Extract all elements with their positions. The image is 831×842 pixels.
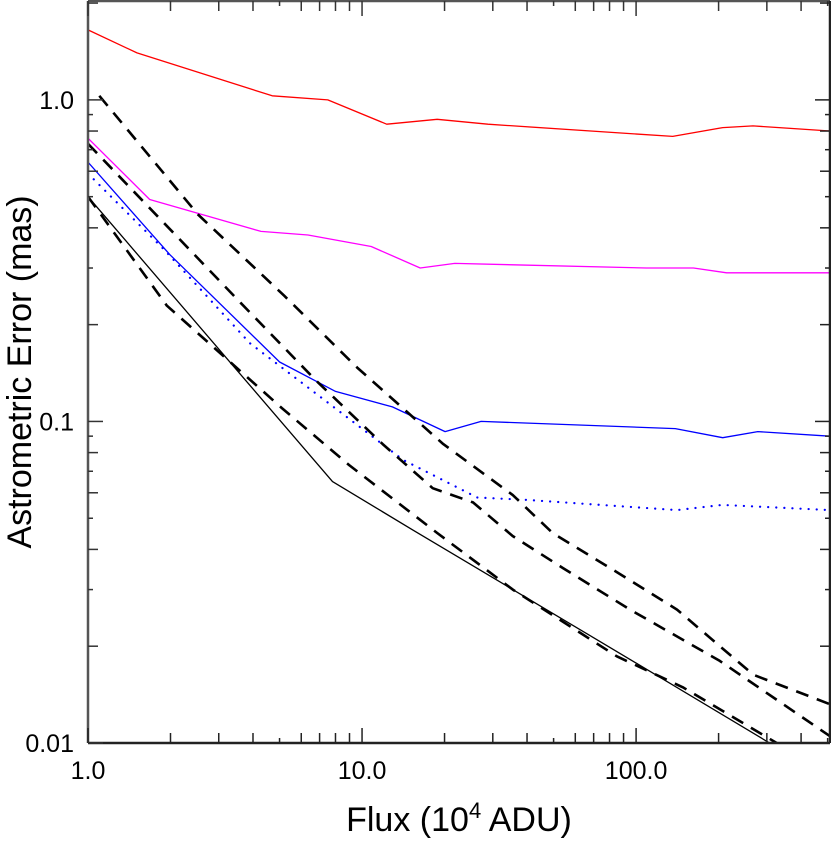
x-axis-title: Flux (104 ADU) bbox=[346, 798, 572, 839]
series-magenta-solid bbox=[88, 137, 830, 274]
y-tick-label: 1.0 bbox=[39, 87, 74, 115]
series-blue-solid bbox=[88, 161, 830, 439]
tick-labels: 1.0 10.0 100.0 0.01 0.1 1.0 bbox=[25, 87, 667, 785]
y-axis-title: Astrometric Error (mas) bbox=[1, 195, 39, 548]
series-black-dashed-upper bbox=[98, 94, 830, 706]
axis-ticks bbox=[87, 1, 830, 744]
series-red-solid bbox=[88, 29, 830, 138]
series-black-dashed-lower bbox=[88, 195, 778, 743]
axes-frame bbox=[86, 0, 831, 745]
x-tick-label: 1.0 bbox=[71, 757, 106, 785]
series-black-dashed-middle bbox=[88, 142, 830, 738]
y-tick-label: 0.01 bbox=[25, 730, 74, 758]
series-layer bbox=[88, 29, 830, 743]
y-tick-label: 0.1 bbox=[39, 408, 74, 436]
series-blue-dotted bbox=[88, 172, 830, 512]
x-tick-label: 10.0 bbox=[338, 757, 387, 785]
x-tick-label: 100.0 bbox=[605, 757, 668, 785]
series-black-solid bbox=[88, 196, 770, 743]
